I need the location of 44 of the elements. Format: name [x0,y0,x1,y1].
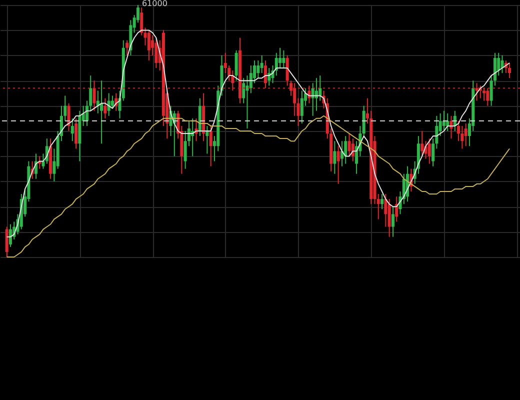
candlestick [508,62,512,79]
candlestick [278,47,282,68]
candlestick [264,60,267,89]
candlestick [140,7,144,36]
candlestick [380,194,384,210]
candlestick [206,125,209,154]
candlestick [5,226,8,258]
candlestick [293,82,296,116]
candlestick [242,78,246,104]
candlestick [256,60,260,79]
candlestick [475,82,478,102]
candlestick [336,146,340,184]
candlestick [497,52,500,76]
candlestick [286,54,289,86]
candlestick [333,140,336,174]
candlestick [154,37,158,68]
candlestick [486,88,490,106]
candlestick [384,194,388,228]
candlestick [388,198,391,238]
candlestick [428,138,431,164]
candlestick [209,125,212,167]
candlestick [282,50,286,68]
candlestick [70,118,74,142]
candlestick [8,224,12,248]
candlestick [460,125,464,150]
candlestick [296,98,300,126]
candlestick [442,110,446,132]
candlestick [362,105,366,137]
candlestick [348,133,351,157]
candlestick [260,54,264,74]
candlestick [92,80,96,112]
candlestick [104,98,107,119]
candlestick [110,95,114,109]
candlestick [391,206,394,238]
annotation: 61000 [142,0,168,8]
candlestick [344,136,348,164]
candlestick [464,122,468,147]
candlestick [147,30,150,61]
candlestick [126,40,129,56]
candlestick [420,130,424,157]
candlestick [74,118,78,150]
candlestick [300,90,304,124]
candlestick [482,88,486,102]
candlestick [234,50,238,82]
